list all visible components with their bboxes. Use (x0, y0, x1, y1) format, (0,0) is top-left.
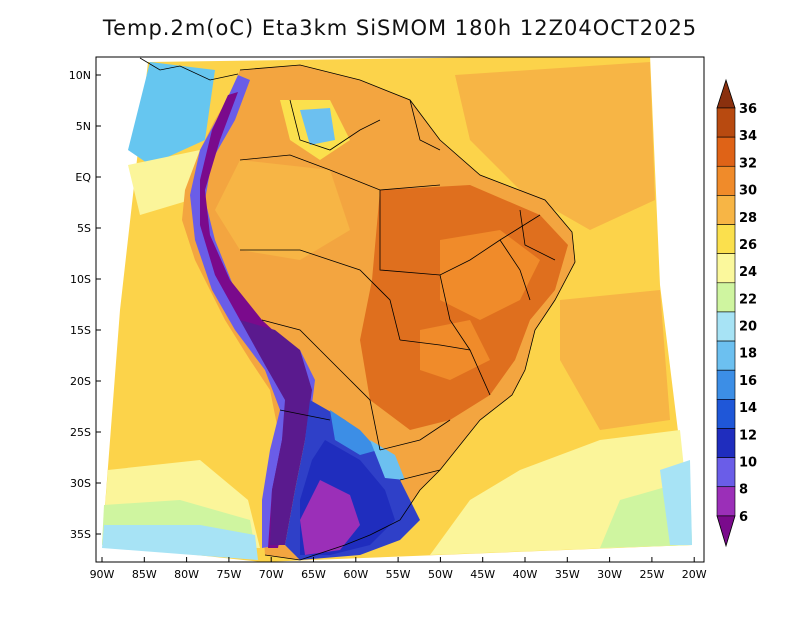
colorbar-segment (716, 253, 736, 284)
colorbar-label: 24 (739, 265, 757, 280)
lon-label: 50W (428, 568, 453, 581)
colorbar-legend: 36 34 32 30 28 26 24 22 20 18 16 14 12 10 8 6 (716, 78, 757, 548)
lat-label: 5N (76, 120, 91, 133)
colorbar-label: 10 (739, 455, 757, 470)
longitude-axis: 90W 85W 80W 75W 70W 65W 60W 55W 50W 45W 40W 35W 30W 2… (90, 557, 707, 581)
lon-label: 85W (132, 568, 157, 581)
colorbar-label: 12 (739, 428, 757, 443)
lat-label: 10S (70, 273, 91, 286)
lat-label: 35S (70, 528, 91, 541)
colorbar-label: 28 (739, 211, 757, 226)
lat-label: 25S (70, 426, 91, 439)
colorbar-label: 16 (739, 374, 757, 389)
colorbar-label: 26 (739, 238, 757, 253)
political-borders (139, 57, 576, 561)
lat-label: 10N (69, 69, 91, 82)
colorbar-label: 8 (739, 483, 748, 498)
colorbar-segment (716, 399, 736, 429)
pacific-cool-zone (128, 62, 215, 165)
lat-label: 20S (70, 375, 91, 388)
lon-label: 55W (386, 568, 411, 581)
lon-label: 30W (597, 568, 622, 581)
colorbar-segment (716, 224, 736, 254)
colorbar-label: 36 (739, 102, 757, 117)
colorbar-segment (716, 282, 736, 313)
colorbar-segment (716, 136, 736, 167)
colorbar-segment (716, 195, 736, 225)
lon-label: 65W (301, 568, 326, 581)
lon-label: 90W (90, 568, 115, 581)
lon-label: 80W (174, 568, 199, 581)
temperature-field (102, 57, 692, 562)
lon-label: 75W (216, 568, 241, 581)
colorbar-label: 18 (739, 347, 757, 362)
colorbar-segment (716, 369, 736, 400)
colorbar-top-arrow (716, 78, 736, 109)
plot-frame (95, 56, 705, 563)
lat-label: EQ (75, 171, 91, 184)
latitude-axis: 10N 5N EQ 5S 10S 15S 20S 25S 30S 35S (69, 69, 101, 541)
colorbar-label: 20 (739, 320, 757, 335)
colorbar-segment (716, 428, 736, 458)
colorbar-label: 32 (739, 156, 757, 171)
colorbar-segment (716, 311, 736, 342)
colorbar-segment (716, 340, 736, 371)
lat-label: 5S (77, 222, 91, 235)
colorbar-label: 34 (739, 129, 757, 144)
colorbar-bottom-arrow (716, 515, 736, 548)
lon-label: 40W (513, 568, 538, 581)
lat-label: 30S (70, 477, 91, 490)
colorbar-segment (716, 165, 736, 196)
lon-label: 20W (682, 568, 707, 581)
lon-label: 35W (555, 568, 580, 581)
colorbar-label: 14 (739, 401, 757, 416)
map-title: Temp.2m(oC) Eta3km SiSMOM 180h 12Z04OCT2… (102, 16, 698, 40)
lon-label: 25W (639, 568, 664, 581)
lon-label: 70W (259, 568, 284, 581)
lon-label: 60W (343, 568, 368, 581)
colorbar-segment (716, 107, 736, 138)
colorbar-label: 30 (739, 184, 757, 199)
lat-label: 15S (70, 324, 91, 337)
colorbar-label: 6 (739, 510, 748, 525)
colorbar-segment (716, 457, 736, 488)
colorbar-segment (716, 486, 736, 517)
colorbar-label: 22 (739, 292, 757, 307)
lon-label: 45W (470, 568, 495, 581)
